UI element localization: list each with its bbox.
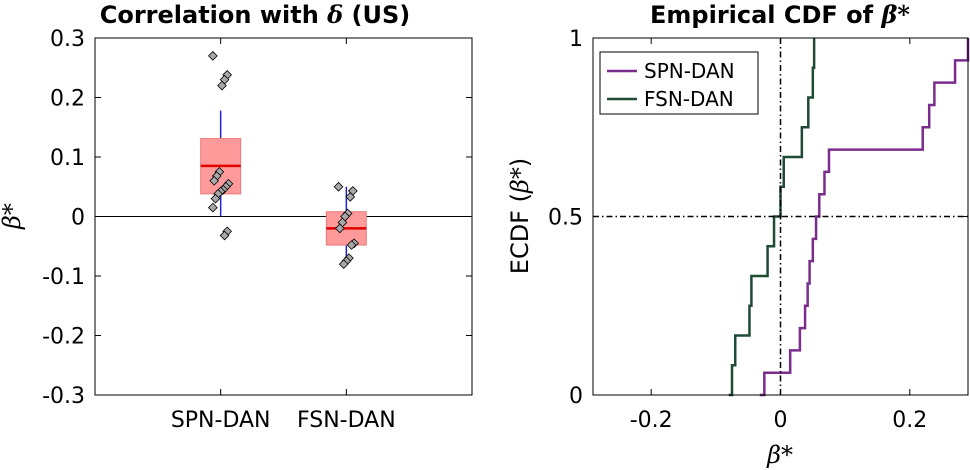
y-tick-label: -0.2: [42, 325, 85, 350]
data-point: [208, 202, 218, 213]
x-tick-label: 0.2: [892, 408, 927, 433]
x-tick-label: 0: [774, 408, 788, 433]
y-tick-label: -0.1: [42, 265, 85, 290]
right-y-axis-label: ECDF (β*): [506, 158, 534, 274]
left-plot-area: -0.3 -0.2 -0.1 0 0.1 0.2 0.3 SPN-DAN FSN-DAN: [42, 27, 473, 433]
data-point: [217, 80, 227, 91]
data-point: [209, 175, 220, 186]
data-point: [346, 240, 357, 250]
x-tick-label: -0.2: [630, 408, 673, 433]
left-axes-box: [94, 37, 473, 396]
y-tick-label: 0.1: [50, 146, 85, 171]
y-tick-label: 0.3: [50, 27, 85, 52]
right-chart-title: Empirical CDF of β*: [650, 0, 910, 29]
legend-label: SPN-DAN: [644, 59, 735, 83]
x-tick-label: SPN-DAN: [171, 408, 271, 433]
data-point: [345, 191, 356, 202]
data-point: [219, 230, 230, 241]
y-tick-label: 0.2: [50, 87, 85, 112]
left-chart-title: Correlation with δ (US): [100, 0, 411, 29]
y-tick-label: 0.5: [548, 206, 583, 231]
ecdf-chart: Empirical CDF of β* ECDF (β*) β* -0.2 0 0.…: [506, 0, 970, 469]
left-y-axis-label: β*: [0, 203, 26, 230]
x-tick-label: FSN-DAN: [297, 408, 396, 433]
y-tick-label: 0: [71, 206, 85, 231]
data-point: [333, 181, 344, 192]
right-x-axis-label: β*: [766, 441, 793, 469]
box-plot-chart: Correlation with δ (US) β* -0.3 -0.2 -0.1 0…: [0, 0, 473, 433]
y-tick-label: -0.3: [42, 384, 85, 409]
y-tick-label: 0: [569, 384, 583, 409]
data-point: [338, 259, 349, 269]
right-axes-box: [592, 37, 969, 396]
right-plot-area: -0.2 0 0.2 0 0.5 1 SPN-DAN FSN-DAN: [548, 27, 970, 433]
legend: SPN-DAN FSN-DAN: [599, 51, 759, 115]
data-point: [208, 50, 218, 61]
data-point: [210, 193, 221, 204]
legend-box: [599, 51, 759, 115]
data-point: [334, 223, 345, 234]
series-line-spn-dan: [759, 38, 970, 397]
legend-label: FSN-DAN: [644, 87, 734, 111]
y-tick-label: 1: [569, 27, 583, 52]
